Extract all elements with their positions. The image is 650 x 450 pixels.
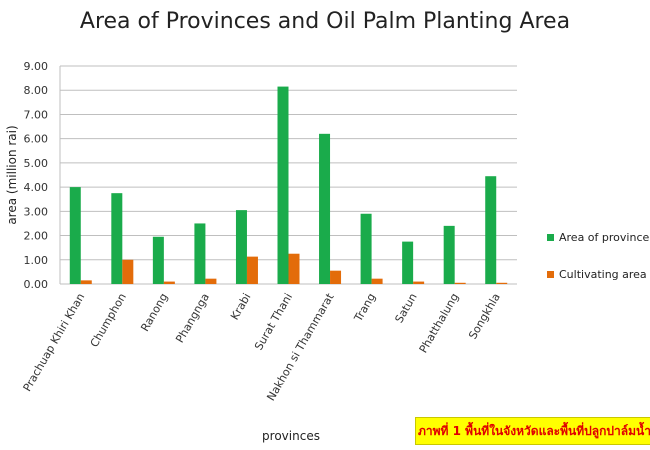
bar-cultivating-area	[413, 281, 425, 284]
x-tick-label: Ranong	[138, 291, 170, 334]
x-tick-label: Trang	[351, 291, 378, 325]
bar-province-area	[69, 187, 81, 284]
legend-label: Cultivating area	[559, 268, 647, 281]
y-tick-label: 5.00	[24, 157, 49, 170]
x-tick-label: Phatthalung	[417, 291, 462, 355]
x-tick-label: Chumphon	[88, 291, 129, 349]
y-tick-label: 2.00	[24, 230, 49, 243]
legend-label: Area of province	[559, 231, 649, 244]
bar-province-area	[485, 176, 497, 284]
chart-title: Area of Provinces and Oil Palm Planting …	[80, 9, 570, 34]
bar-province-area	[152, 236, 164, 284]
x-tick-label: Surat Thani	[252, 291, 295, 352]
y-tick-label: 0.00	[24, 278, 49, 291]
legend: Area of province Cultivating area	[547, 231, 649, 281]
x-axis-ticks: Prachuap Khiri Khan Chumphon Ranong Phangng…	[21, 290, 503, 403]
bar-province-area	[277, 86, 289, 284]
x-axis-label: provinces	[262, 429, 320, 443]
bar-cultivating-area	[205, 278, 217, 284]
x-tick-label: Phangnga	[173, 291, 212, 345]
y-axis-label: area (million rai)	[5, 125, 19, 224]
bar-province-area	[402, 241, 414, 284]
bar-cultivating-area	[80, 280, 92, 284]
x-tick-label: Songkhla	[466, 291, 503, 342]
bar-cultivating-area	[330, 270, 342, 284]
bar-cultivating-area	[496, 282, 508, 284]
bar-province-area	[319, 133, 331, 284]
x-tick-label: Satun	[392, 291, 419, 325]
bars	[69, 86, 508, 284]
bar-province-area	[235, 210, 247, 284]
y-tick-label: 4.00	[24, 181, 49, 194]
x-tick-label: Prachuap Khiri Khan	[21, 291, 88, 394]
bar-province-area	[194, 223, 206, 284]
bar-cultivating-area	[163, 281, 175, 284]
bar-cultivating-area	[454, 282, 466, 284]
y-tick-label: 7.00	[24, 108, 49, 121]
y-tick-label: 8.00	[24, 84, 49, 97]
bar-cultivating-area	[288, 253, 300, 284]
y-axis-ticks: 0.00 1.00 2.00 3.00 4.00 5.00 6.00 7.00 8.00 9.00	[24, 60, 49, 291]
x-tick-label: Krabi	[228, 291, 254, 322]
y-tick-label: 6.00	[24, 133, 49, 146]
bar-province-area	[443, 225, 455, 284]
legend-swatch	[547, 271, 554, 278]
y-tick-label: 3.00	[24, 205, 49, 218]
bar-province-area	[111, 193, 123, 284]
y-tick-label: 1.00	[24, 254, 49, 267]
legend-swatch	[547, 234, 554, 241]
bar-cultivating-area	[246, 256, 258, 284]
y-tick-label: 9.00	[24, 60, 49, 73]
bar-cultivating-area	[122, 259, 134, 284]
bar-cultivating-area	[371, 278, 383, 284]
bar-province-area	[360, 213, 372, 284]
figure-caption: ภาพที่ 1 พื้นที่ในจังหวัดและพื้นที่ปลูกป…	[415, 417, 650, 445]
